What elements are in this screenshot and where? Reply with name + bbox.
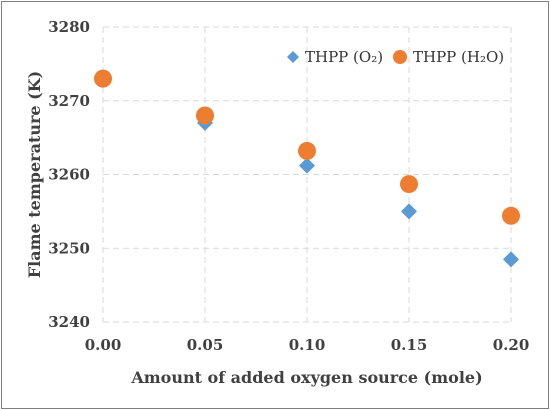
point-h2o bbox=[400, 175, 418, 194]
y-tick-label: 3260 bbox=[48, 166, 90, 184]
x-axis-title: Amount of added oxygen source (mole) bbox=[130, 368, 482, 387]
grid-lines bbox=[102, 26, 512, 323]
legend-marker-h2o bbox=[393, 50, 407, 64]
y-tick-label: 3240 bbox=[48, 313, 90, 331]
point-h2o bbox=[94, 69, 112, 88]
legend-marker-o2 bbox=[287, 51, 299, 63]
point-h2o bbox=[502, 206, 520, 225]
x-tick-label: 0.15 bbox=[391, 336, 428, 354]
y-axis-title: Flame temperature (K) bbox=[25, 71, 44, 278]
legend-label-o2: THPP (O₂) bbox=[305, 48, 383, 66]
point-o2 bbox=[401, 203, 417, 220]
legend-label-h2o: THPP (H₂O) bbox=[413, 48, 504, 66]
point-o2 bbox=[299, 157, 315, 174]
x-tick-label: 0.20 bbox=[493, 336, 530, 354]
data-points bbox=[94, 69, 520, 268]
point-o2 bbox=[503, 251, 519, 268]
x-tick-label: 0.05 bbox=[187, 336, 224, 354]
y-tick-label: 3250 bbox=[48, 239, 90, 257]
point-h2o bbox=[196, 106, 214, 125]
x-tick-label: 0.00 bbox=[85, 336, 122, 354]
legend: THPP (O₂) THPP (H₂O) bbox=[287, 48, 504, 66]
x-tick-label: 0.10 bbox=[289, 336, 326, 354]
y-tick-label: 3270 bbox=[48, 92, 90, 110]
y-tick-label: 3280 bbox=[48, 18, 90, 36]
point-h2o bbox=[298, 141, 316, 160]
tick-labels: 3240 3250 3260 3270 3280 0.00 0.05 0.10 0.15 0.20 bbox=[48, 18, 529, 354]
